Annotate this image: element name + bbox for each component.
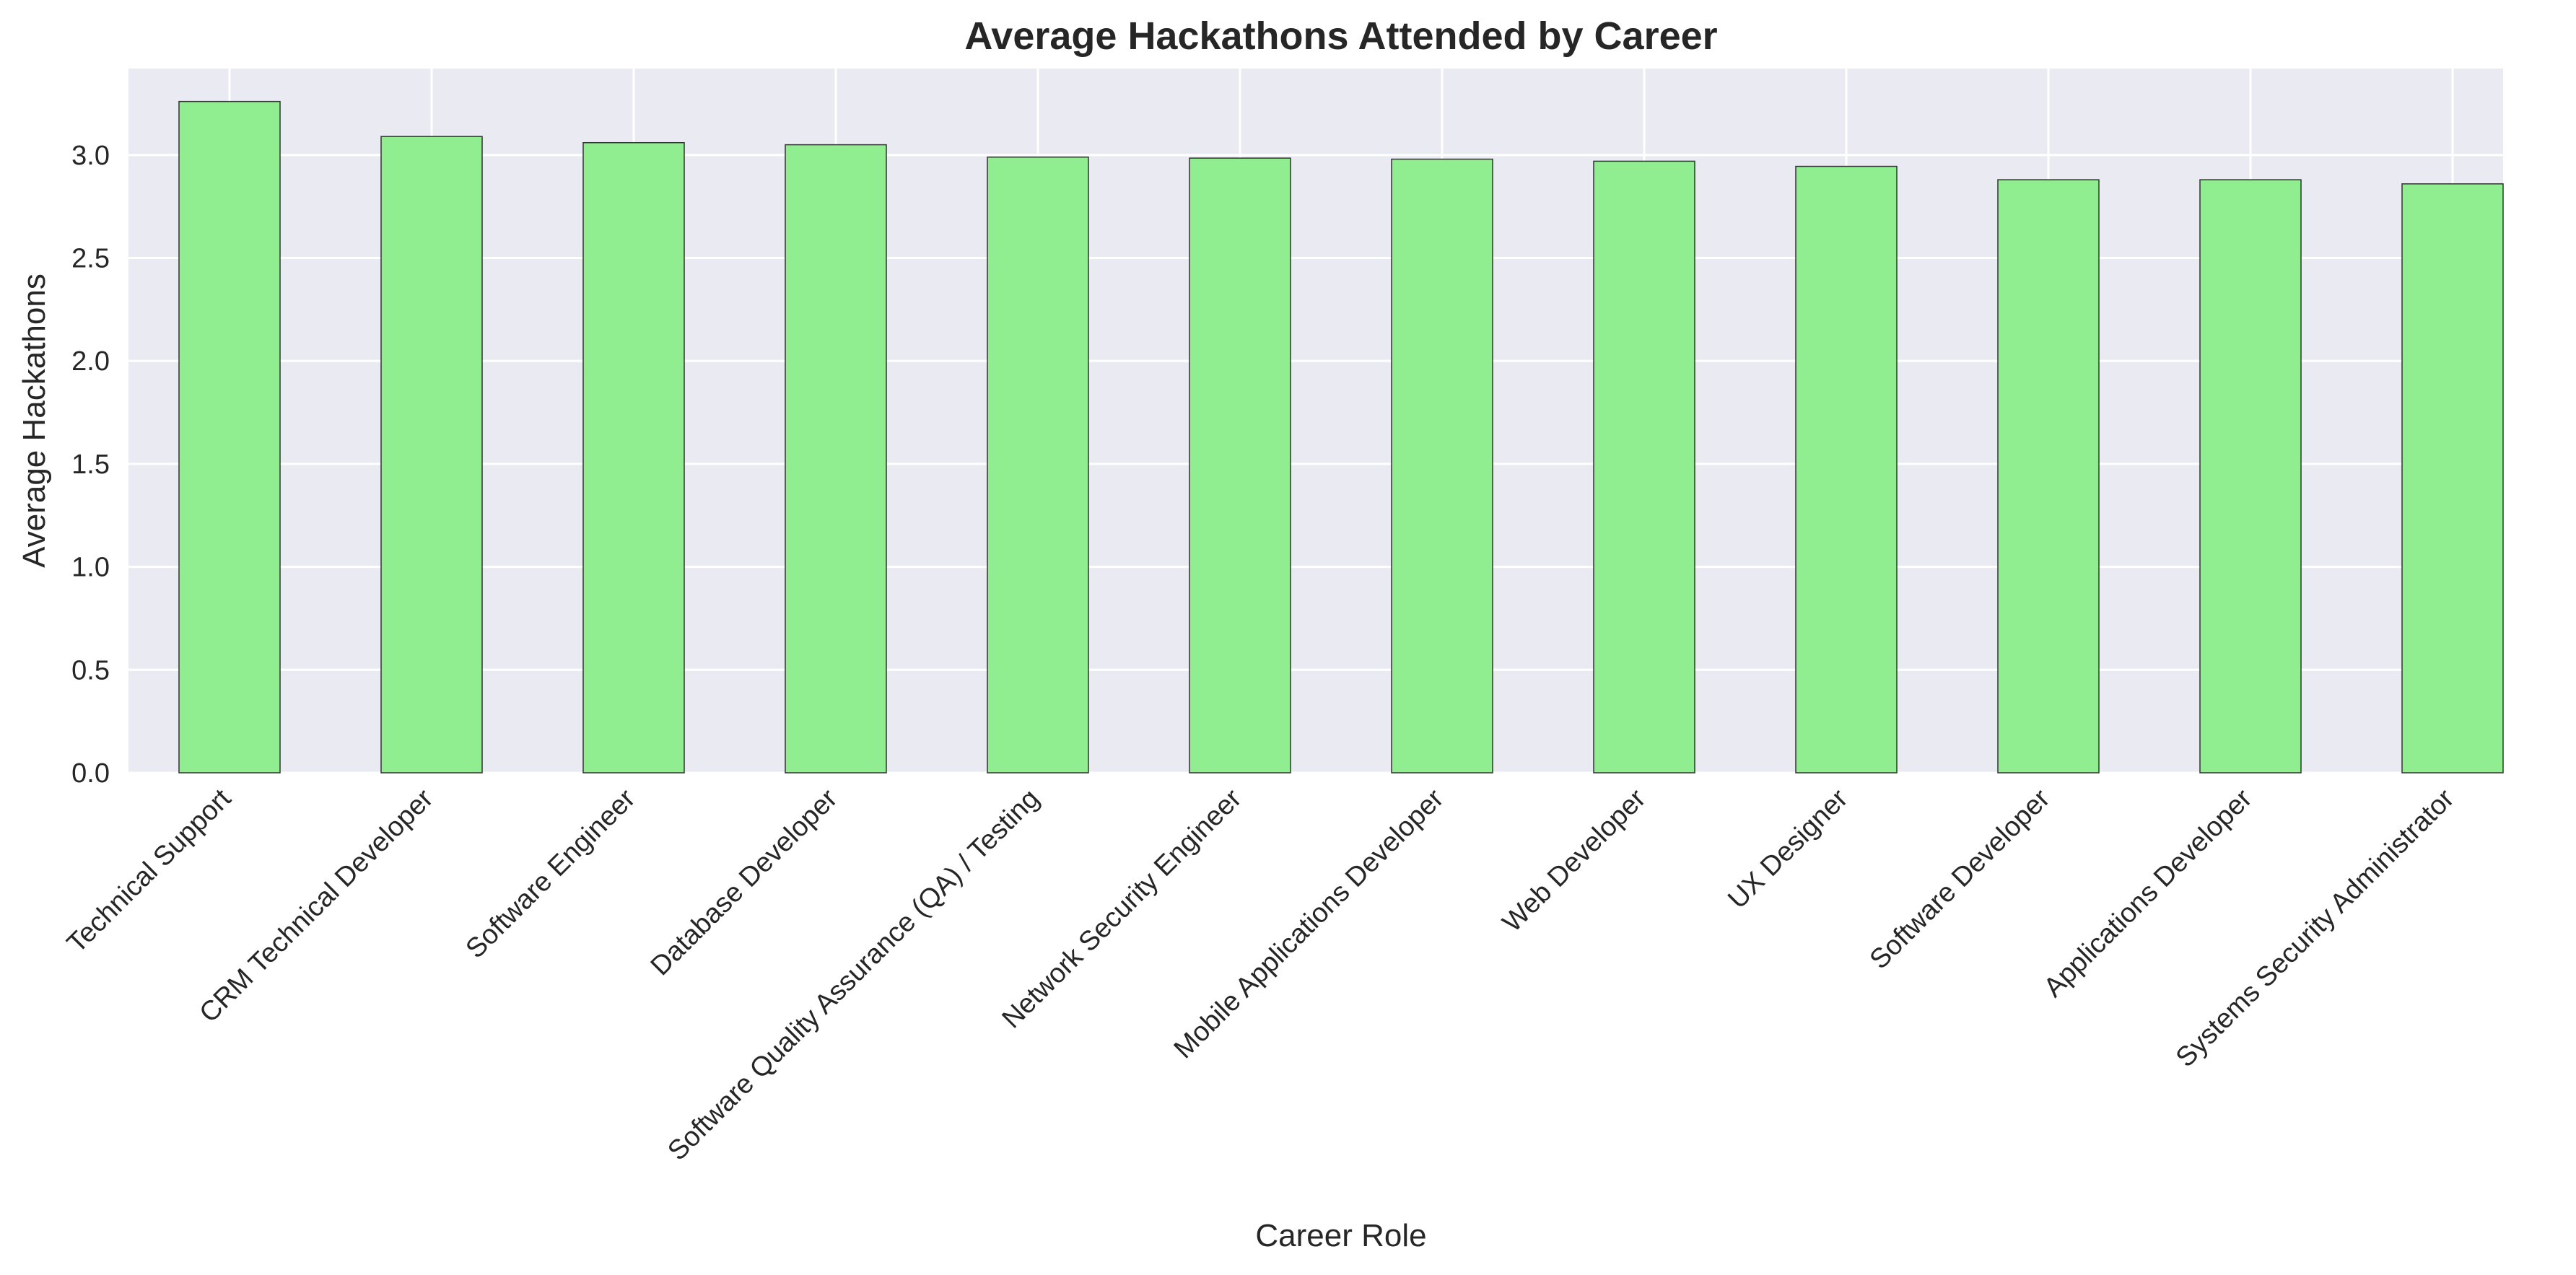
y-tick-label: 2.5 bbox=[71, 244, 110, 274]
bar bbox=[380, 136, 483, 774]
x-tick-label: Network Security Engineer bbox=[997, 783, 1248, 1034]
y-tick-label: 1.0 bbox=[71, 553, 110, 583]
bar bbox=[582, 141, 685, 774]
bar bbox=[987, 156, 1089, 774]
chart-title: Average Hackathons Attended by Career bbox=[964, 14, 1717, 58]
x-tick-label: Applications Developer bbox=[2038, 783, 2258, 1003]
bar bbox=[1189, 157, 1291, 774]
bar bbox=[1391, 158, 1493, 774]
x-tick-label: CRM Technical Developer bbox=[194, 783, 440, 1028]
bar bbox=[785, 144, 887, 774]
bar bbox=[2199, 179, 2302, 774]
y-tick-label: 2.0 bbox=[71, 346, 110, 377]
x-tick-label: Software Developer bbox=[1864, 783, 2056, 975]
y-tick-labels: 0.0 0.5 1.0 1.5 2.0 2.5 3.0 bbox=[71, 141, 110, 789]
plot-area bbox=[128, 69, 2503, 773]
x-tick-label: Technical Support bbox=[61, 783, 237, 959]
y-tick-label: 3.0 bbox=[71, 141, 110, 171]
bars bbox=[178, 100, 2504, 774]
bar bbox=[1997, 179, 2100, 774]
x-tick-label: Software Engineer bbox=[460, 783, 642, 964]
bar bbox=[178, 100, 281, 774]
y-tick-label: 0.0 bbox=[71, 758, 110, 789]
y-tick-label: 0.5 bbox=[71, 655, 110, 685]
bar bbox=[2401, 183, 2504, 774]
x-tick-label: Web Developer bbox=[1497, 783, 1652, 938]
x-tick-label: UX Designer bbox=[1722, 783, 1854, 914]
x-tick-label: Database Developer bbox=[645, 783, 844, 981]
x-tick-label: Software Quality Assurance (QA) / Testin… bbox=[662, 784, 1045, 1167]
bar bbox=[1593, 160, 1695, 774]
y-axis-label: Average Hackathons bbox=[17, 273, 52, 568]
bar bbox=[1795, 165, 1898, 774]
y-tick-label: 1.5 bbox=[71, 450, 110, 480]
x-axis-label: Career Role bbox=[1255, 1218, 1426, 1253]
